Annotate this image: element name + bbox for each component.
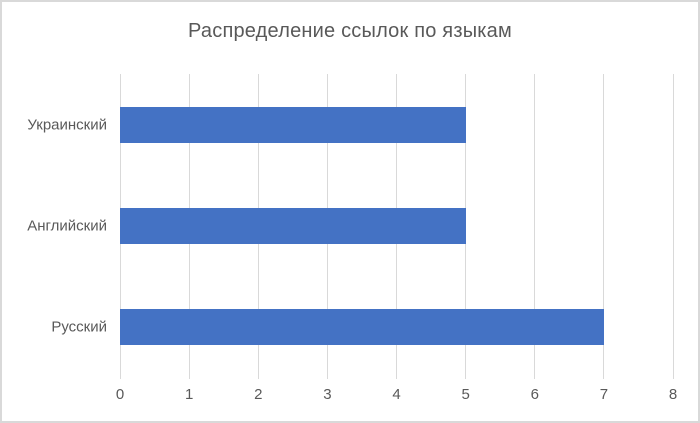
bar: [120, 308, 604, 345]
x-axis-tick-label: 7: [599, 386, 609, 403]
x-axis-tick-label: 1: [184, 386, 194, 403]
x-axis: 0 1 2 3 4 5 6 7 8: [116, 386, 677, 406]
gridline: [672, 74, 674, 379]
x-axis-tick-label: 5: [461, 386, 470, 403]
gridline: [534, 74, 536, 379]
gridline: [465, 74, 467, 379]
y-axis-label: Русский: [51, 318, 107, 335]
x-axis-tick-label: 6: [530, 386, 539, 403]
x-axis-tick-label: 0: [115, 386, 125, 403]
gridline: [603, 74, 605, 379]
x-axis-tick-label: 8: [668, 386, 678, 403]
y-axis-label: Украинский: [27, 116, 107, 133]
plot-area: [119, 74, 674, 379]
chart-title: Распределение ссылок по языкам: [188, 20, 512, 42]
y-axis-label: Английский: [27, 217, 107, 234]
bar: [120, 106, 466, 143]
x-axis-tick-label: 2: [254, 386, 263, 403]
y-axis: Украинский Английский Русский: [2, 74, 107, 377]
bar: [120, 207, 466, 244]
x-axis-tick-label: 3: [323, 386, 332, 403]
x-axis-tick-label: 4: [392, 386, 401, 403]
